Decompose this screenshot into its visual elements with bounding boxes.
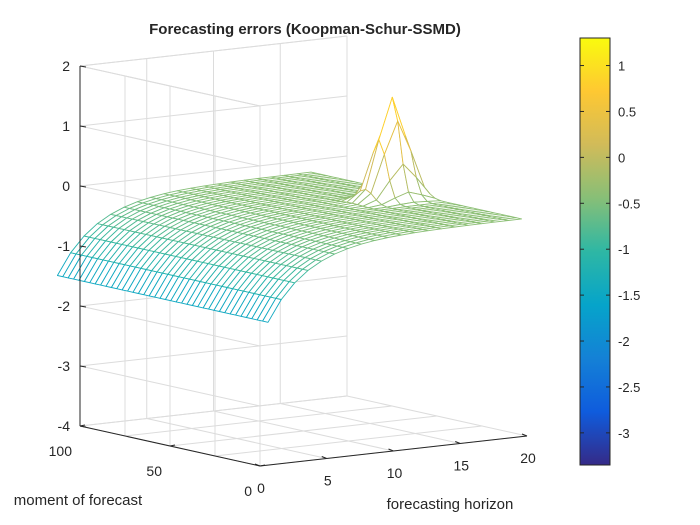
z-tick-label: -2 — [58, 298, 71, 314]
colorbar-gradient — [579, 37, 611, 466]
x-tick-label: 20 — [520, 450, 536, 466]
z-tick-mark — [79, 245, 87, 248]
y-tick-label: 100 — [49, 443, 73, 459]
x-tick-mark — [388, 448, 394, 452]
z-tick-mark — [79, 185, 87, 188]
y-tick-mark — [169, 444, 176, 447]
colorbar-tick-label: -2.5 — [618, 380, 640, 395]
box-edge — [79, 65, 261, 107]
x-tick-mark — [455, 441, 461, 444]
box-edge — [79, 35, 348, 67]
z-tick-label: -1 — [58, 238, 71, 254]
x-tick-mark — [321, 456, 327, 459]
z-tick-mark — [79, 365, 87, 368]
y-axis-label: moment of forecast — [14, 492, 143, 509]
colorbar-tick-label: 1 — [618, 59, 625, 74]
colorbar-tick-label: -1.5 — [618, 288, 640, 303]
axes — [79, 65, 528, 467]
surface-cell — [502, 217, 523, 221]
x-tick-mark — [254, 463, 261, 467]
x-tick-label: 5 — [324, 473, 332, 489]
x-tick-label: 15 — [453, 458, 469, 474]
x-tick-mark — [521, 433, 528, 437]
y-tick-mark — [259, 464, 266, 467]
x-tick-label: 10 — [387, 465, 403, 481]
y-tick-mark — [79, 424, 86, 427]
grid-line — [124, 405, 393, 437]
surface-mesh — [56, 96, 523, 323]
z-tick-label: -3 — [58, 358, 71, 374]
colorbar-ticks: -3 -2.5 -2 -1.5 -1 -0.5 0 0.5 1 — [580, 59, 640, 441]
z-tick-mark — [79, 65, 87, 68]
grid-line — [214, 425, 483, 457]
x-tick-label: 0 — [257, 480, 265, 496]
z-tick-mark — [79, 305, 87, 308]
z-tick-label: 2 — [62, 58, 70, 74]
colorbar-tick-label: -1 — [618, 242, 630, 257]
x-axis-label: forecasting horizon — [387, 496, 514, 513]
z-tick-label: 1 — [62, 118, 70, 134]
colorbar-tick-label: -2 — [618, 334, 630, 349]
y-tick-label: 50 — [146, 463, 162, 479]
z-tick-label: -4 — [58, 418, 71, 434]
z-tick-mark — [79, 125, 87, 128]
colorbar-tick-label: 0 — [618, 150, 625, 165]
colorbar-tick-label: 0.5 — [618, 104, 636, 119]
colorbar-tick-label: -0.5 — [618, 196, 640, 211]
colorbar: -3 -2.5 -2 -1.5 -1 -0.5 0 0.5 1 — [579, 37, 640, 466]
colorbar-tick-label: -3 — [618, 426, 630, 441]
z-tick-label: 0 — [62, 178, 70, 194]
chart-title: Forecasting errors (Koopman-Schur-SSMD) — [149, 21, 461, 38]
y-tick-label: 0 — [244, 483, 252, 499]
